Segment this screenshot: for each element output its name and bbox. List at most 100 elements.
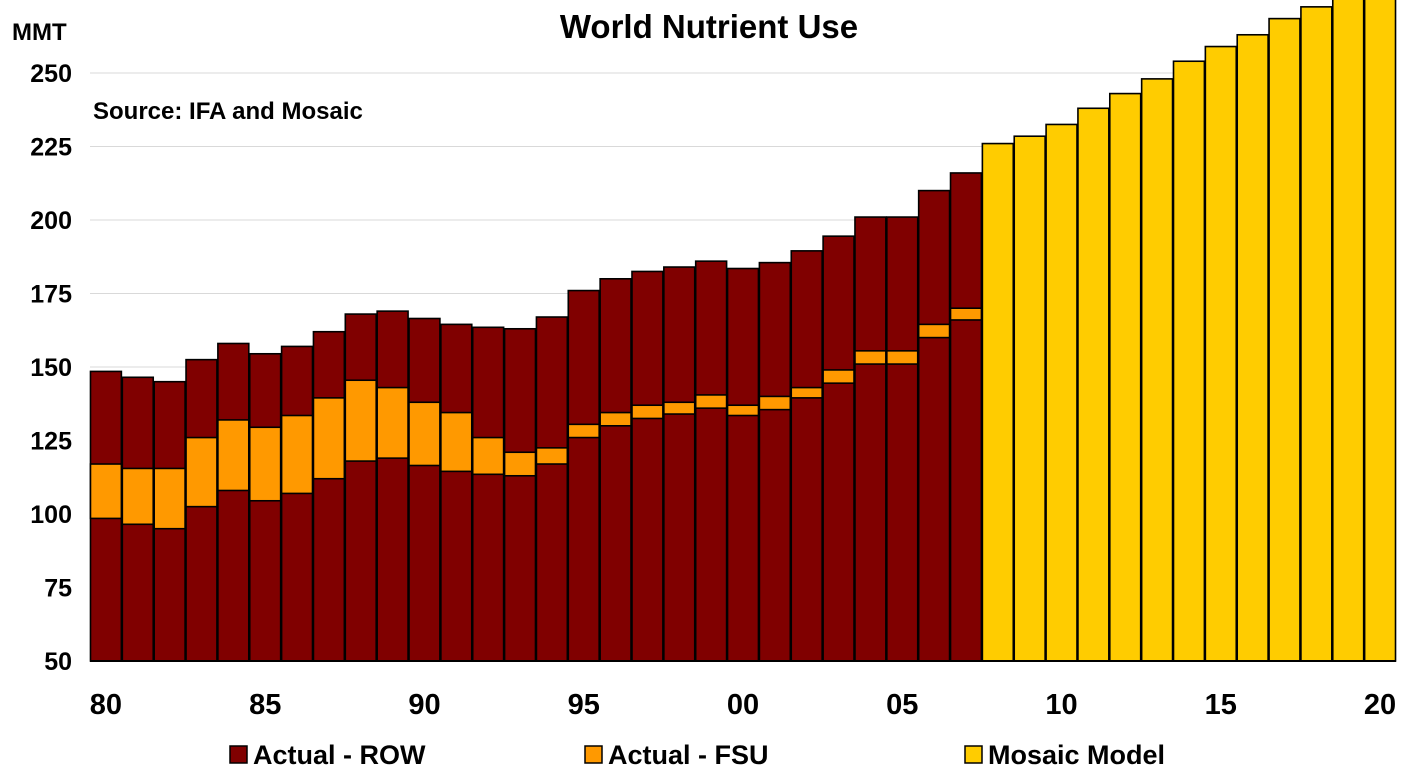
bar-actual-row-97 [632, 271, 663, 661]
bar-mosaic-model-13 [1142, 79, 1173, 661]
bar-actual-fsu-93 [505, 452, 536, 476]
bar-actual-fsu-05 [887, 351, 918, 364]
y-tick-label: 175 [30, 281, 72, 309]
bar-actual-row-03 [823, 236, 854, 661]
bar-actual-fsu-90 [409, 402, 440, 465]
x-tick-label: 80 [90, 689, 122, 721]
bar-mosaic-model-17 [1269, 19, 1300, 661]
y-tick-label: 50 [44, 648, 72, 676]
legend: Actual - ROW Actual - FSU Mosaic Model [230, 740, 1165, 770]
bar-actual-row-05 [887, 217, 918, 661]
bar-actual-row-91 [441, 324, 472, 661]
chart-title: World Nutrient Use [560, 8, 858, 45]
bar-actual-fsu-01 [759, 396, 790, 409]
bar-actual-fsu-83 [186, 438, 217, 507]
legend-item-mosaic-model: Mosaic Model [965, 740, 1165, 770]
x-tick-label: 95 [568, 689, 600, 721]
legend-label: Mosaic Model [988, 740, 1165, 770]
bar-actual-fsu-85 [250, 427, 281, 501]
x-tick-label: 15 [1205, 689, 1237, 721]
bar-mosaic-model-12 [1110, 94, 1141, 661]
bar-actual-fsu-99 [696, 395, 727, 408]
x-tick-label: 00 [727, 689, 759, 721]
bar-mosaic-model-14 [1174, 61, 1205, 661]
x-tick-label: 05 [886, 689, 918, 721]
bar-mosaic-model-08 [982, 144, 1013, 661]
x-axis: 80 85 90 95 00 05 10 15 20 [90, 689, 1396, 721]
bar-actual-row-88 [345, 314, 376, 661]
bar-mosaic-model-10 [1046, 124, 1077, 661]
bar-actual-row-95 [568, 291, 599, 661]
bar-actual-fsu-03 [823, 370, 854, 383]
legend-swatch [230, 746, 247, 763]
bar-actual-fsu-06 [919, 324, 950, 337]
bar-actual-fsu-92 [473, 438, 504, 475]
bar-actual-fsu-86 [282, 416, 313, 494]
bar-actual-fsu-95 [568, 424, 599, 437]
bar-actual-fsu-80 [90, 464, 121, 518]
bar-actual-row-92 [473, 327, 504, 661]
bar-actual-row-04 [855, 217, 886, 661]
y-tick-label: 225 [30, 134, 72, 162]
bar-mosaic-model-09 [1014, 136, 1045, 661]
x-tick-label: 10 [1045, 689, 1077, 721]
legend-swatch [585, 746, 602, 763]
bar-actual-row-90 [409, 318, 440, 661]
bar-mosaic-model-11 [1078, 108, 1109, 661]
bar-actual-fsu-02 [791, 388, 822, 398]
y-tick-label: 200 [30, 207, 72, 235]
bar-actual-fsu-04 [855, 351, 886, 364]
bar-actual-fsu-81 [122, 468, 153, 524]
bar-actual-fsu-89 [377, 388, 408, 459]
x-tick-label: 85 [249, 689, 281, 721]
bar-actual-row-87 [313, 332, 344, 661]
bar-actual-row-00 [728, 269, 759, 661]
bar-actual-fsu-98 [664, 402, 695, 414]
bar-mosaic-model-16 [1237, 35, 1268, 661]
bar-actual-fsu-94 [536, 448, 567, 464]
bar-actual-row-99 [696, 261, 727, 661]
bar-mosaic-model-19 [1333, 0, 1364, 661]
bar-actual-row-96 [600, 279, 631, 661]
chart-subtitle: Source: IFA and Mosaic [93, 98, 363, 125]
y-tick-label: 75 [44, 575, 72, 603]
bar-actual-fsu-88 [345, 380, 376, 461]
bar-actual-row-89 [377, 311, 408, 661]
bar-mosaic-model-18 [1301, 7, 1332, 661]
bar-actual-row-07 [951, 173, 982, 661]
bar-actual-fsu-96 [600, 413, 631, 426]
legend-label: Actual - FSU [608, 740, 769, 770]
y-tick-label: 150 [30, 354, 72, 382]
y-tick-label: 125 [30, 428, 72, 456]
legend-item-actual-fsu: Actual - FSU [585, 740, 769, 770]
bar-actual-fsu-84 [218, 420, 249, 491]
y-tick-label: 100 [30, 501, 72, 529]
bar-mosaic-model-20 [1365, 0, 1396, 661]
bar-actual-row-06 [919, 191, 950, 661]
legend-label: Actual - ROW [253, 740, 426, 770]
bar-actual-fsu-82 [154, 468, 185, 528]
bar-mosaic-model-15 [1205, 47, 1236, 661]
y-tick-label: 250 [30, 60, 72, 88]
y-axis: 50 75 100 125 150 175 200 225 250 [30, 60, 72, 676]
x-tick-label: 20 [1364, 689, 1396, 721]
bar-actual-fsu-97 [632, 405, 663, 418]
bar-actual-row-93 [505, 329, 536, 661]
bar-actual-row-98 [664, 267, 695, 661]
bar-actual-row-86 [282, 346, 313, 661]
bar-actual-fsu-07 [951, 308, 982, 320]
y-axis-label: MMT [12, 19, 67, 46]
bar-actual-fsu-00 [728, 405, 759, 415]
bar-actual-row-85 [250, 354, 281, 661]
bar-actual-row-94 [536, 317, 567, 661]
bar-actual-row-84 [218, 343, 249, 661]
legend-swatch [965, 746, 982, 763]
bar-actual-row-83 [186, 360, 217, 661]
bar-actual-row-01 [759, 263, 790, 661]
bar-actual-fsu-91 [441, 413, 472, 472]
bar-actual-fsu-87 [313, 398, 344, 479]
bar-actual-row-02 [791, 251, 822, 661]
legend-item-actual-row: Actual - ROW [230, 740, 426, 770]
x-tick-label: 90 [408, 689, 440, 721]
